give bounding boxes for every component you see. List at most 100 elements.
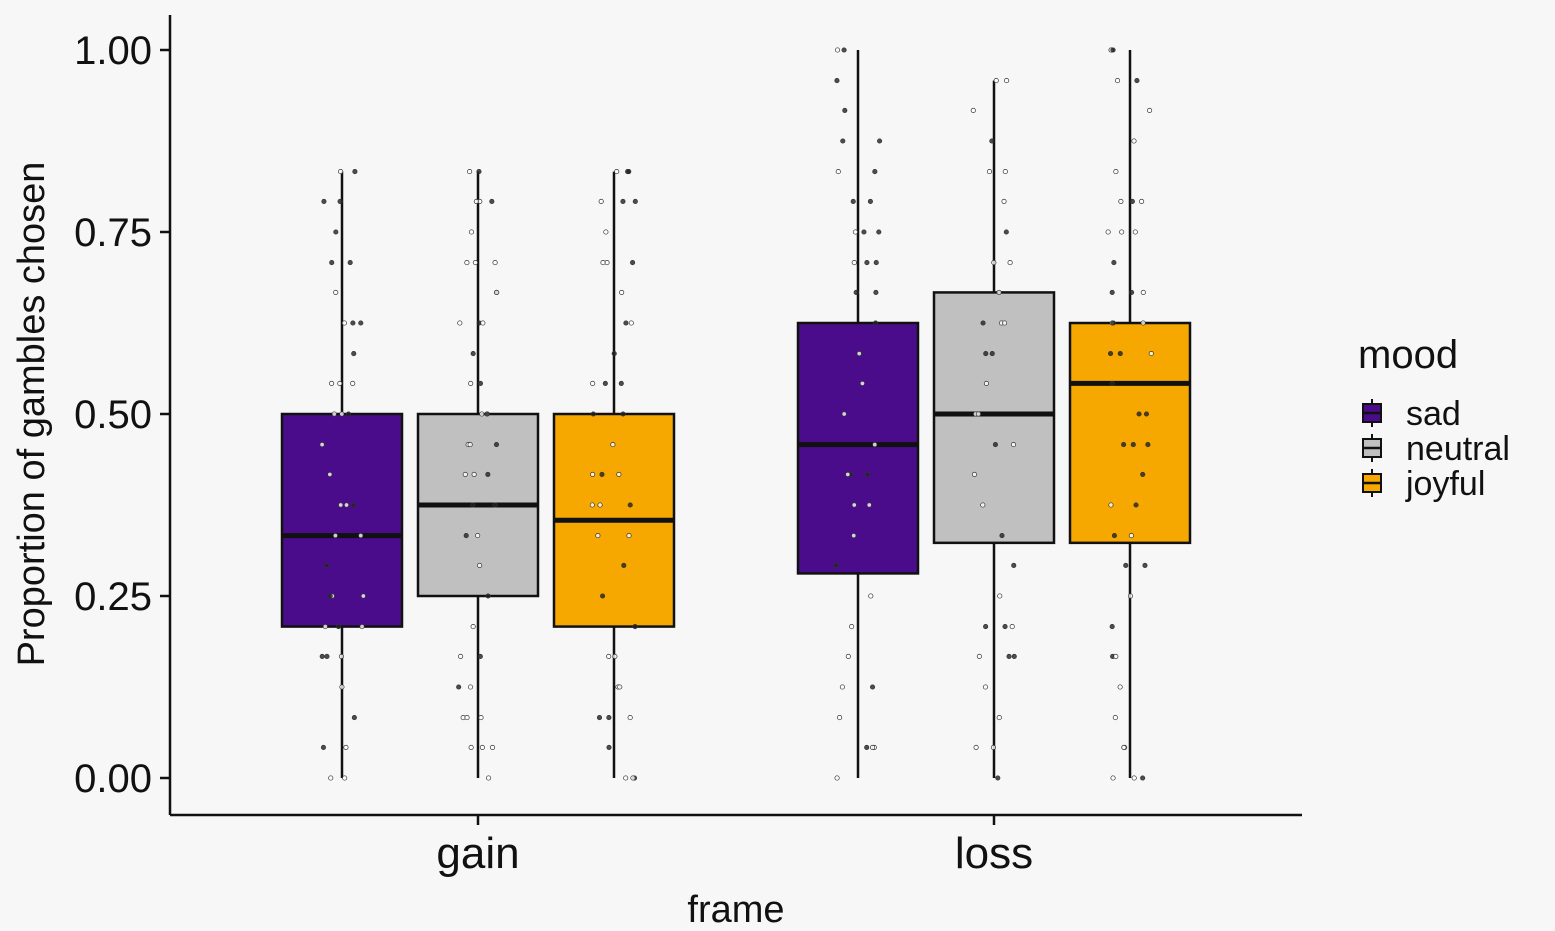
jitter-point <box>1147 107 1153 113</box>
jitter-point <box>623 775 629 781</box>
jitter-point <box>1136 411 1142 417</box>
jitter-point <box>485 471 491 477</box>
jitter-point <box>1108 502 1114 508</box>
jitter-point <box>456 684 462 690</box>
x-ticks: gain loss <box>436 815 1033 878</box>
jitter-point <box>620 411 626 417</box>
jitter-point <box>343 744 349 750</box>
jitter-point <box>464 715 470 721</box>
jitter-point <box>1129 198 1135 204</box>
x-axis-title: frame <box>687 889 784 931</box>
jitter-point <box>623 320 629 326</box>
jitter-point <box>980 320 986 326</box>
jitter-point <box>327 471 333 477</box>
jitter-point <box>462 471 468 477</box>
jitter-point <box>1110 775 1116 781</box>
box-neutral-gain <box>416 169 540 781</box>
y-tick-label: 0.00 <box>74 757 152 801</box>
jitter-point <box>337 380 343 386</box>
jitter-point <box>869 744 876 750</box>
jitter-point <box>1117 351 1123 357</box>
x-tick-label: gain <box>436 829 519 878</box>
jitter-point <box>856 351 862 357</box>
jitter-point <box>479 411 485 417</box>
jitter-point <box>595 533 601 539</box>
jitter-point <box>1113 653 1119 659</box>
jitter-point <box>351 351 357 357</box>
jitter-point <box>337 198 343 204</box>
jitter-point <box>1110 320 1116 326</box>
jitter-point <box>470 624 476 630</box>
jitter-point <box>612 653 618 659</box>
jitter-point <box>1121 442 1127 448</box>
jitter-point <box>332 533 338 539</box>
jitter-point <box>1127 593 1134 599</box>
jitter-point <box>458 653 464 659</box>
jitter-point <box>617 684 623 690</box>
jitter-point <box>1132 229 1138 235</box>
jitter-point <box>632 198 638 204</box>
jitter-point <box>600 260 606 266</box>
jitter-point <box>1105 229 1111 235</box>
jitter-point <box>842 107 848 113</box>
jitter-point <box>1009 624 1015 630</box>
jitter-point <box>834 78 840 84</box>
jitter-point <box>877 138 883 144</box>
jitter-point <box>470 351 476 357</box>
jitter-point <box>1123 562 1129 568</box>
jitter-point <box>976 653 982 659</box>
jitter-point <box>360 593 366 599</box>
jitter-point <box>486 775 492 781</box>
jitter-point <box>1128 533 1134 539</box>
jitter-point <box>834 775 840 781</box>
jitter-point <box>991 260 997 266</box>
jitter-point <box>600 593 606 599</box>
jitter-point <box>1111 260 1117 266</box>
jitter-point <box>983 624 989 630</box>
jitter-point <box>333 229 339 235</box>
jitter-point <box>475 533 481 539</box>
jitter-point <box>335 624 341 630</box>
jitter-point <box>324 653 330 659</box>
jitter-point <box>320 744 327 750</box>
jitter-point <box>1114 78 1121 84</box>
jitter-point <box>350 380 356 386</box>
jitter-point <box>1140 775 1146 781</box>
jitter-point <box>841 47 847 53</box>
jitter-point <box>598 198 604 204</box>
jitter-point <box>606 744 612 750</box>
jitter-point <box>319 653 325 659</box>
jitter-point <box>852 229 858 235</box>
legend-entry-joyful: joyful <box>1362 465 1485 503</box>
jitter-point <box>628 320 634 326</box>
jitter-point <box>621 562 627 568</box>
jitter-point <box>345 411 352 417</box>
jitter-point <box>1140 320 1146 326</box>
box-body <box>1068 321 1192 545</box>
y-tick-label: 0.50 <box>74 393 152 437</box>
jitter-point <box>853 289 859 295</box>
jitter-point <box>478 715 484 721</box>
jitter-point <box>468 229 475 235</box>
jitter-point <box>872 442 878 448</box>
jitter-point <box>494 289 500 295</box>
jitter-point <box>1148 351 1154 357</box>
jitter-point <box>602 380 608 386</box>
jitter-point <box>868 593 874 599</box>
jitter-point <box>1119 229 1125 235</box>
jitter-point <box>597 502 603 508</box>
jitter-point <box>626 533 632 539</box>
jitter-point <box>331 411 337 417</box>
jitter-point <box>457 320 463 326</box>
jitter-point <box>996 289 1002 295</box>
jitter-point <box>467 442 473 448</box>
jitter-point <box>329 260 335 266</box>
jitter-point <box>1112 715 1118 721</box>
jitter-point <box>329 380 335 386</box>
jitter-point <box>467 169 473 175</box>
jitter-point <box>835 169 841 175</box>
jitter-point <box>1140 289 1146 295</box>
jitter-point <box>590 411 596 417</box>
jitter-point <box>982 684 988 690</box>
jitter-point <box>630 775 636 781</box>
